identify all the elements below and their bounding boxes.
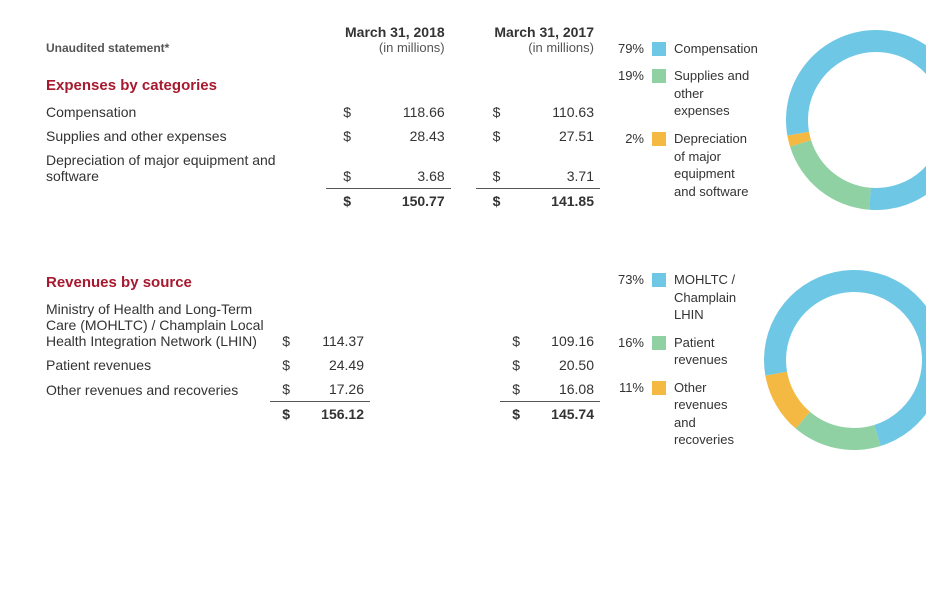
currency-symbol: $ [270, 297, 290, 353]
currency-symbol: $ [476, 148, 501, 188]
currency-symbol: $ [270, 377, 290, 402]
row-value-2: 16.08 [520, 377, 600, 402]
currency-symbol: $ [500, 353, 520, 377]
total-value-2: 141.85 [500, 188, 600, 213]
legend-label: Other revenues and recoveries [674, 379, 736, 449]
total-value-1: 150.77 [351, 188, 451, 213]
row-label: Depreciation of major equipment and soft… [40, 148, 326, 188]
legend-label: Compensation [674, 40, 758, 58]
row-label: Patient revenues [40, 353, 270, 377]
table-row: Supplies and other expenses$28.43$27.51 [40, 124, 600, 148]
legend-item: 79% Compensation [610, 40, 758, 58]
row-value-1: 118.66 [351, 100, 451, 124]
legend-swatch [652, 132, 666, 146]
currency-symbol: $ [326, 100, 351, 124]
legend-pct: 11% [610, 379, 644, 397]
currency-symbol: $ [476, 124, 501, 148]
legend-item: 73% MOHLTC / Champlain LHIN [610, 271, 736, 324]
legend-swatch [652, 273, 666, 287]
legend-pct: 2% [610, 130, 644, 148]
row-value-1: 17.26 [290, 377, 370, 402]
donut-slice [790, 140, 871, 210]
section-title: Expenses by categories [40, 63, 600, 100]
legend-item: 16% Patient revenues [610, 334, 736, 369]
currency-symbol: $ [270, 353, 290, 377]
section-row: Unaudited statement*March 31, 2018(in mi… [40, 20, 886, 220]
table-row: Ministry of Health and Long-Term Care (M… [40, 297, 600, 353]
financial-table: Unaudited statement*March 31, 2018(in mi… [40, 20, 600, 213]
section-row: Revenues by sourceMinistry of Health and… [40, 260, 886, 460]
total-value-2: 145.74 [520, 402, 600, 427]
table-block: Revenues by sourceMinistry of Health and… [40, 260, 600, 426]
row-value-1: 28.43 [351, 124, 451, 148]
currency-symbol: $ [500, 402, 520, 427]
chart-legend: 79% Compensation 19% Supplies and other exp… [610, 40, 758, 200]
currency-symbol: $ [476, 100, 501, 124]
total-value-1: 156.12 [290, 402, 370, 427]
donut-chart [754, 260, 926, 460]
row-label: Supplies and other expenses [40, 124, 326, 148]
table-row: Patient revenues$24.49$20.50 [40, 353, 600, 377]
donut-chart [776, 20, 926, 220]
legend-pct: 79% [610, 40, 644, 58]
total-row: $150.77$141.85 [40, 188, 600, 213]
row-value-2: 27.51 [500, 124, 600, 148]
currency-symbol: $ [326, 188, 351, 213]
donut-slice [796, 412, 881, 450]
currency-symbol: $ [326, 124, 351, 148]
legend-label: MOHLTC / Champlain LHIN [674, 271, 736, 324]
chart-block: 73% MOHLTC / Champlain LHIN 16% Patient rev… [610, 260, 926, 460]
financial-table: Revenues by sourceMinistry of Health and… [40, 260, 600, 426]
legend-swatch [652, 336, 666, 350]
col1-subheader: (in millions) [332, 40, 444, 55]
legend-pct: 16% [610, 334, 644, 352]
row-value-1: 114.37 [290, 297, 370, 353]
currency-symbol: $ [500, 377, 520, 402]
row-value-1: 24.49 [290, 353, 370, 377]
legend-pct: 73% [610, 271, 644, 289]
legend-item: 2% Depreciation of major equipment and so… [610, 130, 758, 200]
row-value-2: 109.16 [520, 297, 600, 353]
statement-subtitle: Unaudited statement* [46, 41, 320, 55]
chart-block: 79% Compensation 19% Supplies and other exp… [610, 20, 926, 220]
legend-item: 19% Supplies and other expenses [610, 67, 758, 120]
col2-subheader: (in millions) [482, 40, 594, 55]
col2-header: March 31, 2017 [482, 24, 594, 40]
row-value-1: 3.68 [351, 148, 451, 188]
row-value-2: 110.63 [500, 100, 600, 124]
row-value-2: 3.71 [500, 148, 600, 188]
total-row: $156.12$145.74 [40, 402, 600, 427]
legend-item: 11% Other revenues and recoveries [610, 379, 736, 449]
table-row: Depreciation of major equipment and soft… [40, 148, 600, 188]
chart-legend: 73% MOHLTC / Champlain LHIN 16% Patient rev… [610, 271, 736, 449]
table-row: Compensation$118.66$110.63 [40, 100, 600, 124]
row-label: Ministry of Health and Long-Term Care (M… [40, 297, 270, 353]
row-label: Compensation [40, 100, 326, 124]
col1-header: March 31, 2018 [332, 24, 444, 40]
section-title: Revenues by source [40, 260, 600, 297]
legend-label: Depreciation of major equipment and soft… [674, 130, 758, 200]
legend-label: Supplies and other expenses [674, 67, 758, 120]
currency-symbol: $ [270, 402, 290, 427]
donut-slice [786, 30, 926, 210]
legend-swatch [652, 69, 666, 83]
legend-pct: 19% [610, 67, 644, 85]
legend-swatch [652, 381, 666, 395]
table-block: Unaudited statement*March 31, 2018(in mi… [40, 20, 600, 213]
currency-symbol: $ [476, 188, 501, 213]
currency-symbol: $ [500, 297, 520, 353]
table-row: Other revenues and recoveries$17.26$16.0… [40, 377, 600, 402]
legend-label: Patient revenues [674, 334, 736, 369]
row-label: Other revenues and recoveries [40, 377, 270, 402]
legend-swatch [652, 42, 666, 56]
currency-symbol: $ [326, 148, 351, 188]
row-value-2: 20.50 [520, 353, 600, 377]
